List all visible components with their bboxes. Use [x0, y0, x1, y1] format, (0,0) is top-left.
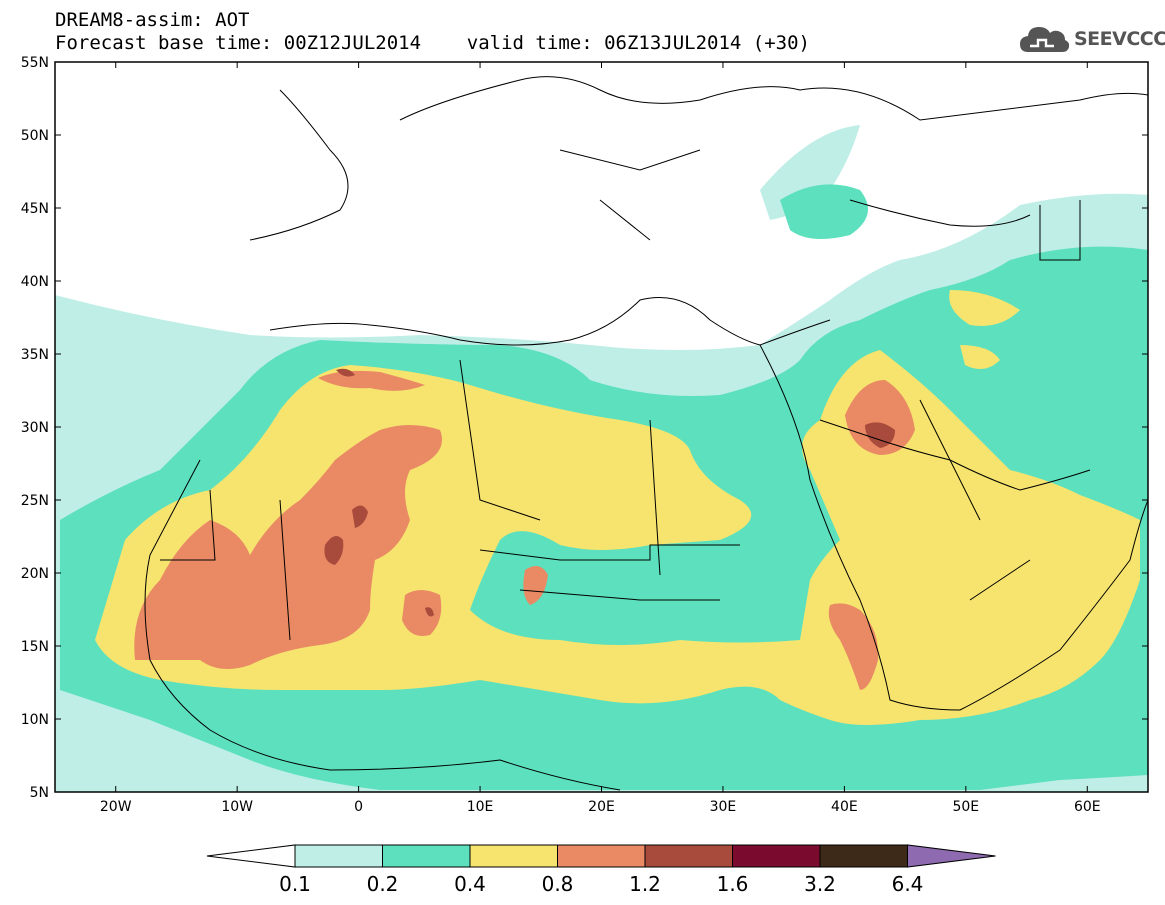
lat-tick-label: 55N	[21, 55, 49, 71]
cloud-icon	[1020, 27, 1070, 52]
aot-band-1.2	[324, 536, 344, 565]
lat-tick-label: 30N	[21, 420, 49, 436]
aot-band-0.8	[845, 380, 915, 455]
colorbar-label: 0.4	[454, 872, 486, 896]
colorbar-segment	[469, 844, 558, 868]
aot-band-0.1	[760, 125, 860, 220]
colorbar-over-arrow	[907, 844, 996, 868]
lon-tick-label: 20W	[100, 799, 132, 815]
aot-band-0.4	[960, 345, 1000, 369]
aot-band-0.2	[780, 184, 868, 239]
aot-band-0.8	[523, 566, 548, 605]
forecast-time-subtitle: Forecast base time: 00Z12JUL2014 valid t…	[55, 32, 810, 54]
aot-band-1.2	[865, 422, 895, 448]
lat-tick-label: 45N	[21, 201, 49, 217]
aot-band-0.8	[828, 603, 879, 690]
lat-tick-label: 35N	[21, 347, 49, 363]
lon-tick-label: 60E	[1074, 799, 1101, 815]
colorbar-segment	[294, 844, 383, 868]
colorbar-under-arrow	[206, 844, 296, 868]
colorbar-label: 3.2	[804, 872, 836, 896]
colorbar-label: 0.2	[367, 872, 399, 896]
logo-text: SEEVCCC	[1074, 28, 1165, 50]
aot-band-1.2	[425, 607, 434, 617]
map-title: DREAM8-assim: AOT	[55, 9, 250, 31]
colorbar-label: 0.8	[542, 872, 574, 896]
lon-tick-label: 50E	[952, 799, 979, 815]
lat-tick-label: 25N	[21, 493, 49, 509]
latitude-axis: 55N 50N 45N 40N 35N 30N 25N 20N 15N 10N 5N	[21, 55, 1148, 801]
lat-tick-label: 40N	[21, 274, 49, 290]
lon-tick-label: 10W	[221, 799, 253, 815]
colorbar: 0.1 0.2 0.4 0.8 1.2 1.6 3.2 6.4	[206, 844, 996, 896]
aot-band-0.4	[949, 290, 1020, 326]
colorbar-label: 0.1	[279, 872, 311, 896]
lat-tick-label: 20N	[21, 566, 49, 582]
aot-band-0.8	[134, 425, 443, 669]
lon-tick-label: 40E	[831, 799, 858, 815]
colorbar-segment	[819, 844, 908, 868]
aot-field	[55, 62, 1148, 792]
lat-tick-label: 15N	[21, 639, 49, 655]
aot-band-0.8	[402, 590, 442, 636]
colorbar-label: 1.6	[717, 872, 749, 896]
lat-tick-label: 5N	[30, 785, 49, 801]
colorbar-segment	[382, 844, 471, 868]
lon-tick-label: 0	[354, 799, 363, 815]
colorbar-label: 1.2	[629, 872, 661, 896]
colorbar-segment	[732, 844, 821, 868]
lat-tick-label: 10N	[21, 712, 49, 728]
lat-tick-label: 50N	[21, 128, 49, 144]
lon-tick-label: 10E	[467, 799, 494, 815]
colorbar-segment	[644, 844, 733, 868]
colorbar-label: 6.4	[892, 872, 924, 896]
lon-tick-label: 30E	[710, 799, 737, 815]
colorbar-segment	[557, 844, 646, 868]
coastlines	[144, 76, 1148, 791]
longitude-axis: 20W 10W 0 10E 20E 30E 40E 50E 60E	[100, 62, 1101, 815]
aot-band-1.2	[336, 368, 355, 377]
aot-band-1.2	[352, 505, 368, 528]
seevccc-logo: SEEVCCC	[1018, 22, 1165, 58]
lon-tick-label: 20E	[588, 799, 615, 815]
